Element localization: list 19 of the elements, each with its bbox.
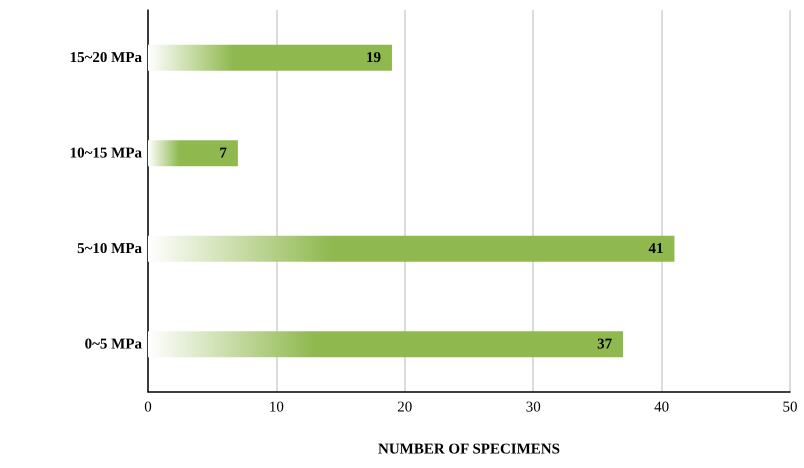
x-tick-label: 50 [782, 400, 798, 416]
data-label: 7 [219, 145, 228, 162]
bar [148, 44, 392, 71]
x-tick-label: 0 [144, 400, 152, 416]
bar [148, 331, 624, 358]
bar [148, 236, 674, 262]
data-label: 37 [597, 336, 613, 352]
x-axis-title: NUMBER OF SPECIMENS [378, 442, 560, 458]
x-tick-label: 30 [526, 400, 541, 416]
y-tick-label: 0~5 MPa [84, 336, 142, 352]
data-label: 41 [648, 240, 664, 257]
y-tick-label: 5~10 MPa [77, 240, 142, 257]
x-tick-label: 10 [268, 400, 284, 416]
y-tick-label: 10~15 MPa [70, 145, 142, 162]
x-tick-label: 40 [654, 400, 670, 416]
x-tick-label: 20 [397, 400, 412, 416]
y-tick-label: 15~20 MPa [70, 50, 142, 66]
bar [148, 140, 238, 166]
data-label: 19 [366, 50, 381, 66]
